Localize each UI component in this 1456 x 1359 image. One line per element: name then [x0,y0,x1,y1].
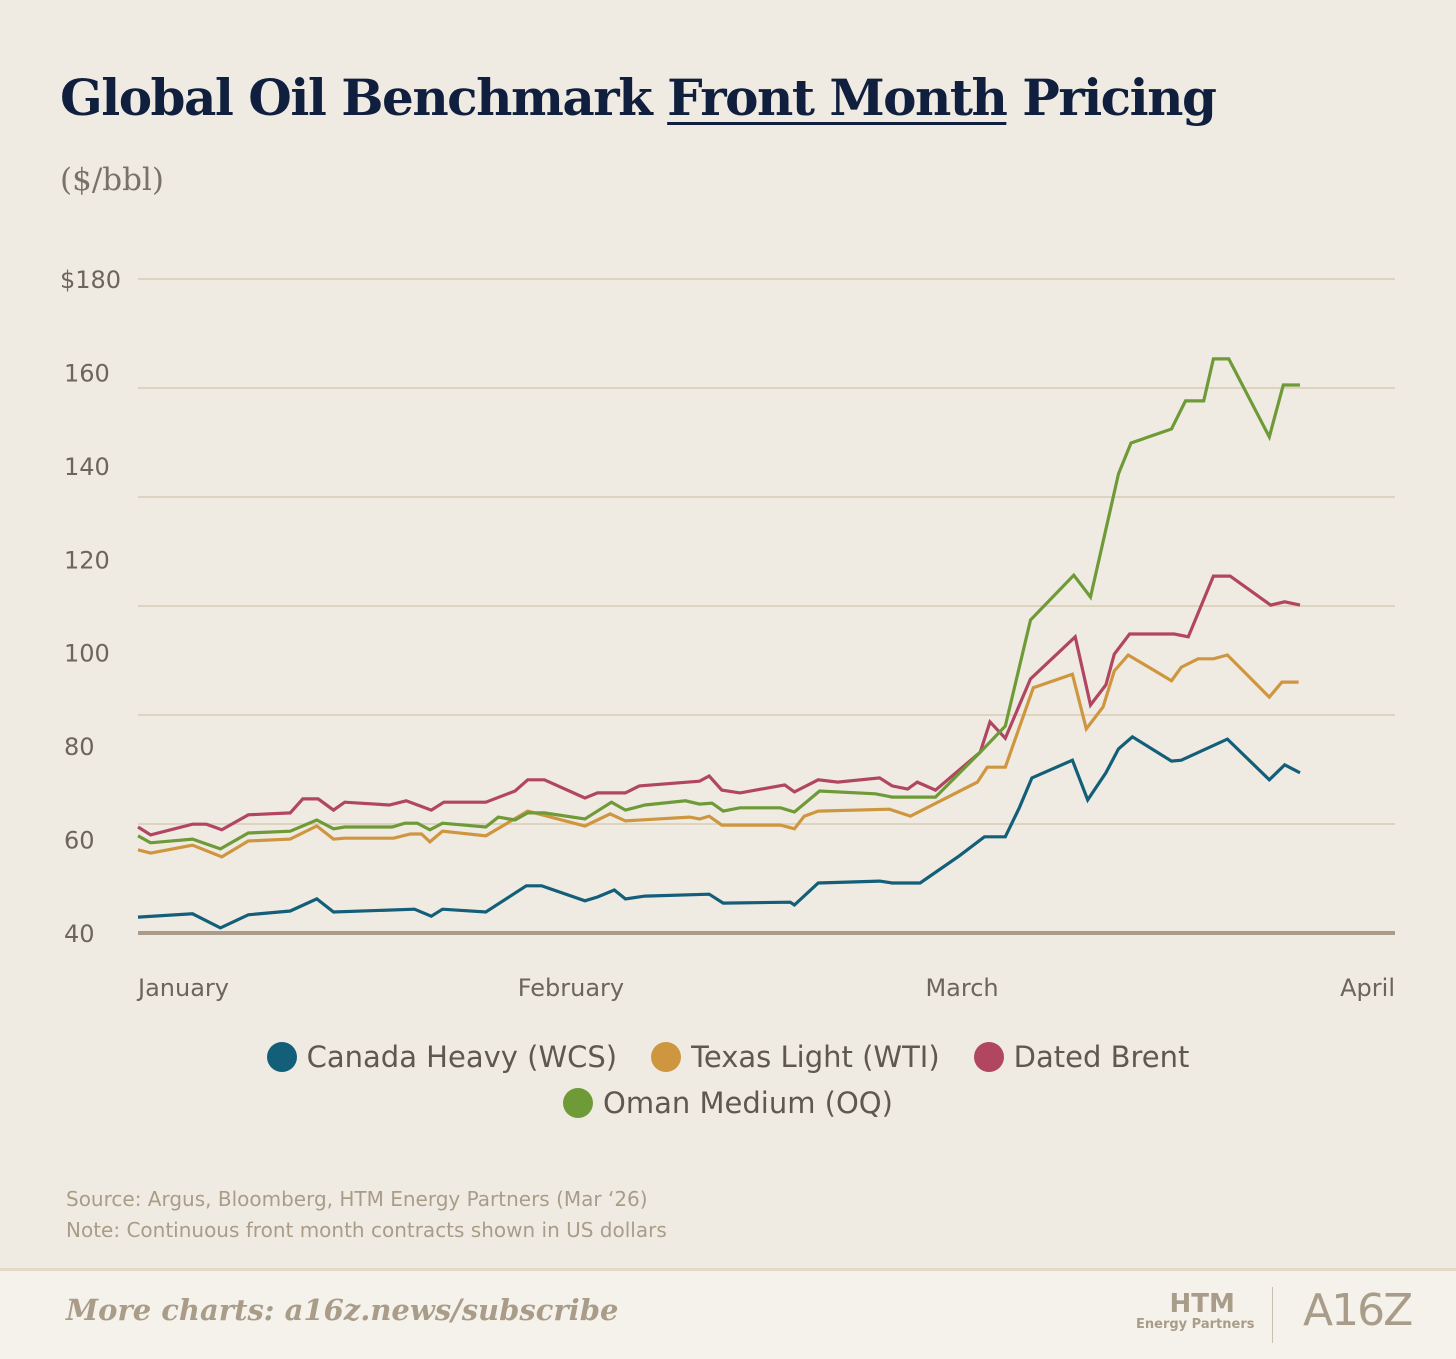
x-tick-label: February [518,974,624,1002]
y-tick-label: $180 [60,266,121,294]
legend-swatch-icon [973,1042,1004,1072]
series-line-oman-medium-oq- [137,357,1300,851]
divider [1272,1287,1273,1343]
footnote: Note: Continuous front month contracts s… [66,1218,667,1242]
legend-row: Oman Medium (OQ) [0,1086,1456,1120]
y-tick-label: 140 [64,453,110,481]
title-underlined: Front Month [667,68,1008,127]
legend-item: Canada Heavy (WCS) [266,1040,618,1074]
legend-swatch-icon [266,1042,297,1072]
source-note: Source: Argus, Bloomberg, HTM Energy Par… [66,1187,648,1211]
a16z-logo: A16Z [1303,1285,1413,1336]
x-tick-label: March [925,974,998,1002]
unit-label: ($/bbl) [60,162,164,198]
title-part: Global Oil Benchmark [60,68,668,127]
y-tick-label: 160 [64,359,110,387]
series-line-dated-brent [137,574,1301,837]
legend-item: Oman Medium (OQ) [563,1086,893,1120]
y-tick-label: 120 [64,546,110,574]
footer: More charts: a16z.news/subscribe HTM Ene… [0,1268,1456,1359]
legend-item: Dated Brent [973,1040,1190,1074]
page-title: Global Oil Benchmark Front Month Pricing [60,68,1217,127]
title-part: Pricing [1006,68,1217,127]
y-tick-label: 80 [64,733,95,761]
line-chart: $180 160 140 120 100 80 60 40 January February Mar… [60,266,1395,1002]
legend-swatch-icon [563,1088,594,1118]
htm-logo-subtext: Energy Partners [1136,1317,1255,1332]
htm-logo: HTM Energy Partners [1136,1291,1254,1332]
htm-logo-text: HTM [1169,1289,1235,1319]
legend-label: Canada Heavy (WCS) [306,1040,618,1074]
series-line-canada-heavy-wcs- [137,734,1301,930]
y-tick-label: 40 [64,920,95,948]
legend: Canada Heavy (WCS) Texas Light (WTI) Dated… [0,1040,1456,1132]
legend-row: Canada Heavy (WCS) Texas Light (WTI) Dated… [0,1040,1456,1074]
legend-label: Texas Light (WTI) [691,1040,940,1074]
subscribe-link[interactable]: More charts: a16z.news/subscribe [66,1293,619,1327]
x-tick-label: April [1340,974,1395,1002]
x-tick-label: January [136,974,229,1002]
legend-label: Oman Medium (OQ) [603,1086,893,1120]
notes: Source: Argus, Bloomberg, HTM Energy Par… [66,1184,667,1246]
legend-label: Dated Brent [1013,1040,1190,1074]
series-line-texas-light-wti- [137,652,1299,859]
y-tick-label: 60 [64,827,95,855]
y-tick-label: 100 [64,640,110,668]
legend-item: Texas Light (WTI) [651,1040,940,1074]
legend-swatch-icon [651,1042,682,1072]
